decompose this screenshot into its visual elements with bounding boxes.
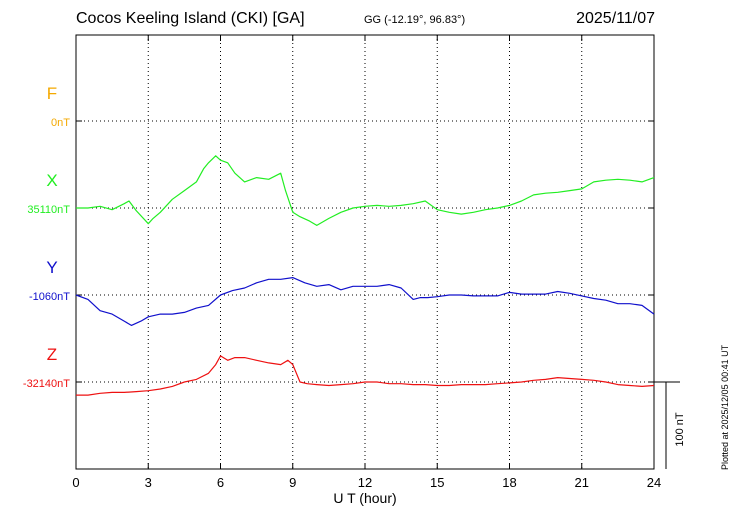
series-baseline-x: 35110nT [27, 204, 70, 216]
series-baseline-z: -32140nT [23, 378, 70, 390]
series-labels: F 0nT X 35110nT Y -1060nT Z -32140nT [23, 84, 70, 390]
series-line-y [75, 277, 655, 326]
x-tick-label: 21 [575, 475, 589, 490]
series-name-x: X [46, 171, 57, 190]
x-tick-label: 6 [217, 475, 224, 490]
station-coordinates: GG (-12.19°, 96.83°) [364, 14, 466, 26]
series-name-z: Z [47, 345, 57, 364]
x-axis-ticks: 0 3 6 9 12 15 18 21 24 [72, 35, 661, 490]
x-tick-label: 18 [502, 475, 516, 490]
x-axis-label: U T (hour) [333, 490, 396, 506]
grid-lines [76, 35, 654, 469]
x-tick-label: 3 [145, 475, 152, 490]
scale-bar: 100 nT [654, 381, 686, 469]
series-baseline-y: -1060nT [29, 291, 70, 303]
x-tick-label: 24 [647, 475, 661, 490]
x-tick-label: 15 [430, 475, 444, 490]
series-name-y: Y [46, 258, 57, 277]
series-layer [75, 155, 655, 396]
series-name-f: F [47, 84, 57, 103]
chart-title: Cocos Keeling Island (CKI) [GA] [76, 10, 305, 27]
x-tick-label: 12 [358, 475, 372, 490]
x-tick-label: 0 [72, 475, 79, 490]
chart-date: 2025/11/07 [576, 10, 655, 27]
scale-bar-label: 100 nT [674, 412, 686, 447]
series-line-x [76, 155, 655, 226]
x-tick-label: 9 [289, 475, 296, 490]
series-baseline-f: 0nT [51, 117, 70, 129]
series-line-z [76, 355, 655, 396]
